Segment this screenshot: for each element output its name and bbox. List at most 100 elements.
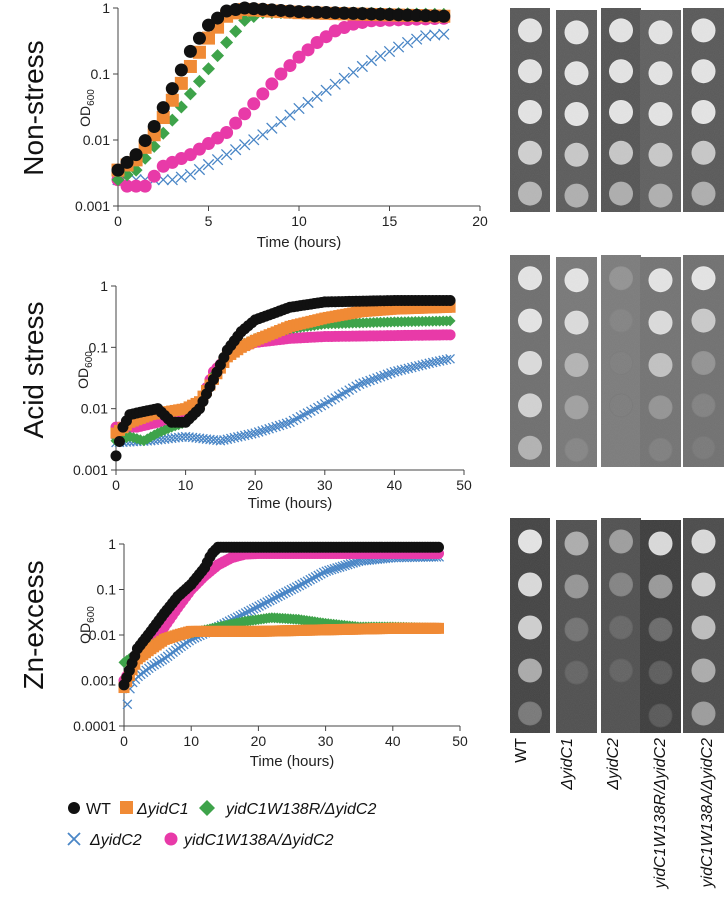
data-point-wt (401, 8, 415, 22)
colony-texture (565, 575, 588, 598)
data-point-wt (419, 9, 433, 23)
colony-texture (565, 396, 588, 419)
data-point-dyidc2 (368, 374, 379, 385)
data-point-w138r (192, 74, 206, 88)
data-point-dyidc2 (302, 576, 313, 587)
data-point-dyidc2 (329, 563, 340, 574)
data-point-dyidc2 (311, 90, 323, 103)
data-point-dyidc2 (291, 582, 302, 592)
colony-texture (692, 101, 715, 123)
data-point-dyidc2 (146, 661, 157, 672)
colony-texture (610, 101, 632, 123)
data-point-dyidc2 (420, 30, 432, 42)
data-point-wt (437, 9, 451, 23)
data-point-wt (183, 44, 197, 58)
colony-texture (610, 19, 632, 42)
colony-texture (519, 436, 541, 459)
data-point-wt (383, 8, 396, 22)
x-tick-label: 40 (385, 733, 401, 749)
data-point-dyidc2 (320, 84, 332, 96)
colony-texture (565, 354, 588, 376)
colony-texture (519, 101, 541, 123)
colony-texture (610, 60, 632, 83)
x-tick-label: 30 (318, 733, 334, 749)
data-point-wt (138, 134, 152, 148)
spot-assay-images (510, 8, 724, 733)
data-point-w138a (265, 77, 279, 91)
colony-texture (610, 616, 632, 639)
data-point-dyidc2 (302, 96, 314, 109)
colony-texture (610, 267, 632, 290)
data-point-dyidc2 (348, 558, 359, 568)
data-point-wt (432, 541, 444, 553)
colony-texture (692, 352, 715, 374)
data-point-w138a (292, 50, 306, 64)
colony-texture (649, 311, 672, 334)
data-point-dyidc2 (154, 656, 165, 667)
legend-marker-w138r (199, 800, 215, 816)
data-point-dyidc2 (149, 659, 160, 670)
strain-label-w138a: yidC1W138A/ΔyidC2 (699, 738, 716, 889)
data-point-wt (113, 435, 125, 447)
data-point-dyidc2 (264, 595, 275, 606)
colony-texture (519, 267, 541, 290)
legend-item-w138r: yidC1W138R/ΔyidC2 (199, 800, 376, 818)
data-point-dyidc2 (248, 134, 260, 146)
data-point-w138a (301, 43, 315, 57)
data-point-w138a (129, 179, 143, 193)
colony-texture (692, 616, 715, 639)
data-point-dyidc2 (281, 587, 291, 598)
data-point-wt (310, 5, 324, 19)
data-point-dyidc2 (270, 593, 281, 603)
data-point-wt (174, 63, 188, 77)
data-point-dyidc2 (166, 174, 178, 186)
colony-texture (610, 352, 632, 374)
data-point-dyidc2 (266, 122, 278, 134)
data-point-dyidc2 (313, 570, 324, 581)
data-point-dyidc2 (122, 699, 133, 710)
colony-texture (610, 573, 632, 596)
data-point-dyidc2 (275, 590, 286, 601)
data-point-dyidc2 (383, 45, 396, 58)
x-axis-label-2: Time (hours) (248, 495, 332, 512)
y-tick-label: 0.01 (81, 401, 108, 417)
data-point-dyidc2 (259, 598, 270, 609)
data-point-wt (292, 5, 306, 19)
condition-label-zn-excess: Zn-excess (18, 560, 49, 689)
data-point-dyidc2 (299, 577, 310, 588)
data-point-wt (120, 155, 134, 169)
data-point-dyidc2 (297, 579, 307, 589)
data-point-w138a (229, 116, 243, 130)
data-point-dyidc2 (445, 353, 455, 364)
colony-texture (649, 704, 672, 727)
series-wt (118, 541, 444, 691)
y-tick-label: 1 (108, 536, 116, 552)
condition-label-non-stress: Non-stress (18, 40, 49, 175)
colony-texture (610, 141, 632, 164)
colony-texture (565, 438, 588, 461)
data-point-dyidc2 (251, 602, 262, 613)
series-wt (111, 1, 451, 177)
y-tick-label: 1 (100, 278, 108, 294)
colony-texture (649, 62, 672, 85)
data-point-wt (211, 11, 225, 25)
data-point-wt (373, 7, 387, 21)
series-w138r (111, 6, 451, 187)
data-point-dyidc2 (220, 148, 233, 161)
colony-texture (692, 267, 715, 290)
y-tick-label: 0.1 (97, 582, 117, 598)
data-point-dyidc2 (246, 428, 257, 439)
colony-texture (610, 309, 632, 332)
colony-texture (649, 575, 672, 598)
x-tick-label: 50 (452, 733, 468, 749)
data-point-dyidc2 (262, 597, 272, 607)
data-point-wt (392, 8, 406, 22)
data-point-dyidc2 (283, 586, 294, 596)
colony-texture (649, 143, 672, 166)
data-point-w138r (229, 24, 243, 38)
legend-item-dyidc2: ΔyidC2 (67, 832, 142, 849)
y-tick-label: 1 (102, 0, 110, 16)
data-point-w138a (138, 179, 152, 193)
